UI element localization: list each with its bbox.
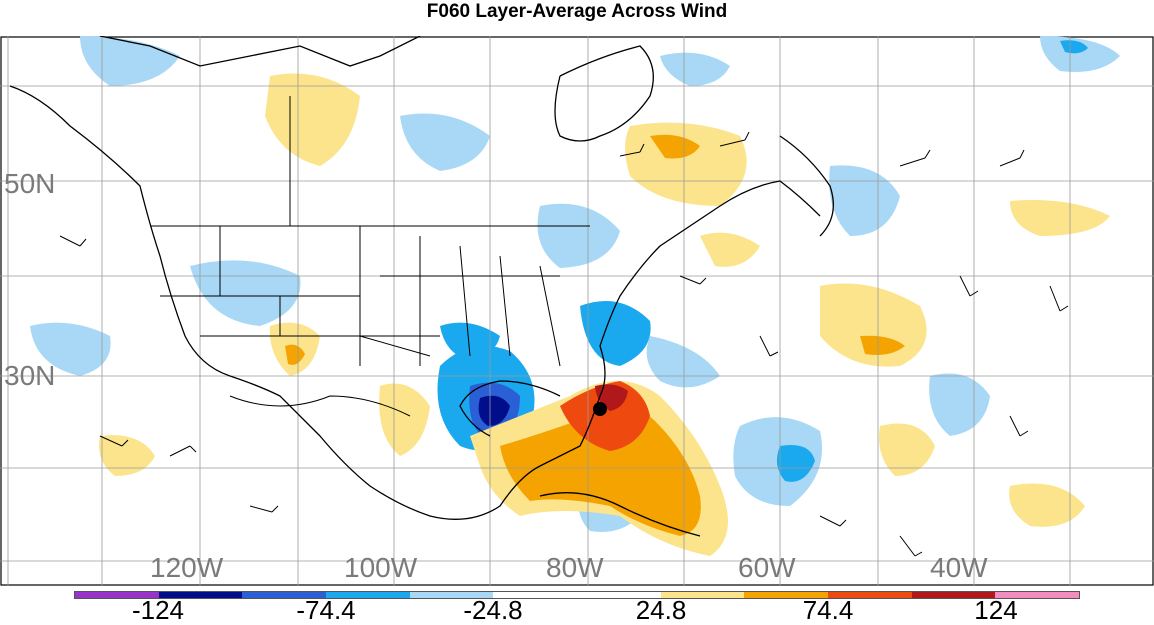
positive-anomaly-areas	[99, 73, 1110, 556]
lon-label-100w: 100W	[344, 552, 418, 583]
colorbar	[74, 591, 1080, 599]
colorbar-segment	[995, 592, 1080, 598]
colorbar-segment	[326, 592, 410, 598]
map-canvas	[0, 36, 1154, 586]
coastlines	[9, 36, 834, 537]
negative-anomaly-areas	[30, 36, 1120, 532]
colorbar-label-pos124: 124	[974, 595, 1018, 625]
colorbar-segment	[493, 592, 578, 598]
map-title: F060 Layer-Average Across Wind	[426, 1, 728, 22]
lat-lon-grid	[0, 36, 1154, 586]
colorbar-segment	[660, 592, 745, 598]
lon-label-120w: 120W	[150, 552, 224, 583]
colorbar-segment	[911, 592, 996, 598]
lat-label-30n: 30N	[4, 360, 56, 391]
colorbar-label-pos74: 74.4	[802, 595, 854, 625]
colorbar-label-neg74: -74.4	[296, 595, 356, 625]
map-panel	[0, 36, 1154, 586]
colorbar-label-pos24: 24.8	[635, 595, 687, 625]
lon-label-80w: 80W	[546, 552, 604, 583]
political-boundaries	[150, 96, 590, 417]
lon-label-40w: 40W	[930, 552, 988, 583]
colorbar-label-neg124: -124	[131, 595, 185, 625]
storm-center-marker	[593, 402, 607, 416]
lon-label-60w: 60W	[738, 552, 796, 583]
lat-label-50n: 50N	[4, 168, 56, 199]
wind-barbs	[59, 131, 1069, 557]
colorbar-segment	[828, 592, 912, 598]
colorbar-segment	[75, 592, 159, 598]
colorbar-segment	[409, 592, 494, 598]
colorbar-segment	[158, 592, 243, 598]
colorbar-segment	[242, 592, 327, 598]
colorbar-label-neg24: -24.8	[463, 595, 523, 625]
colorbar-segment	[577, 592, 661, 598]
colorbar-segment	[744, 592, 829, 598]
